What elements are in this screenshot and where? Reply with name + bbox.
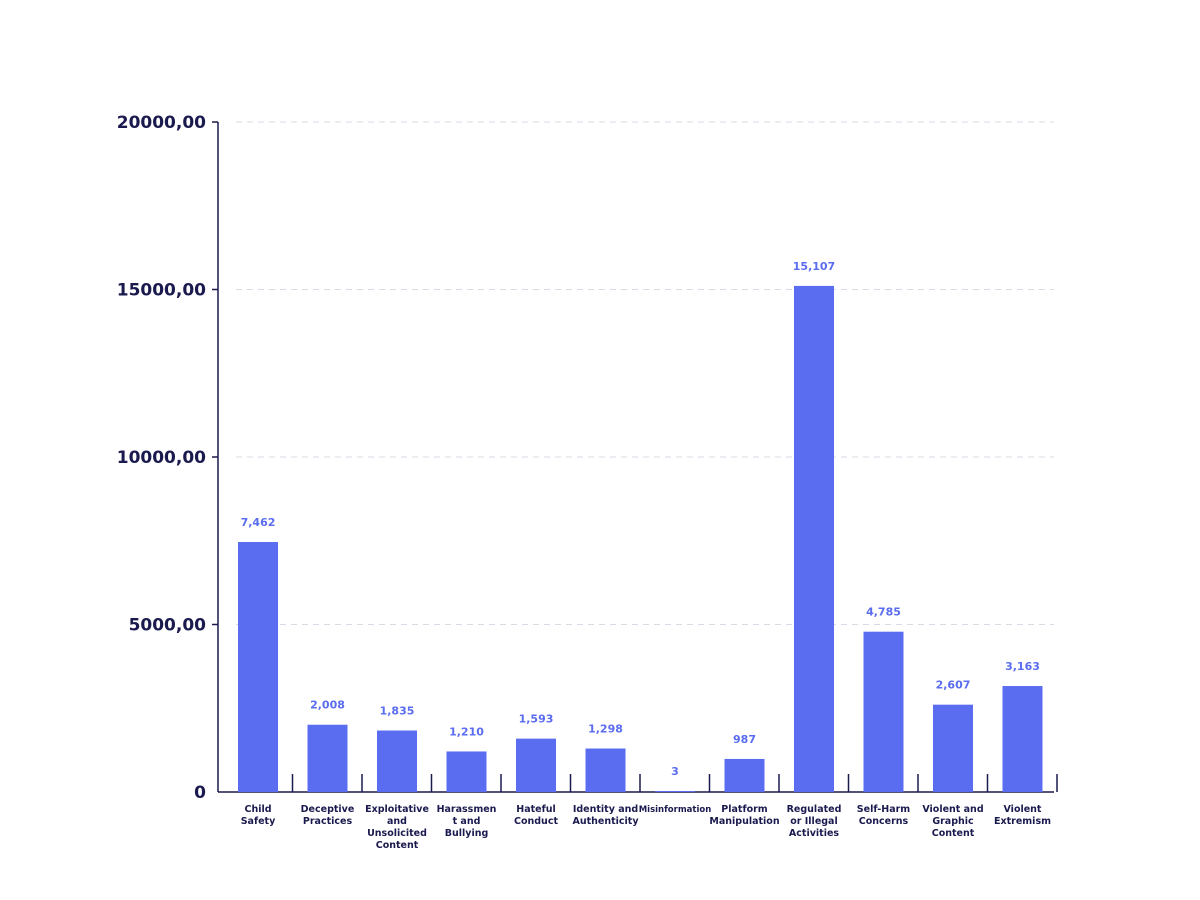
bar: [655, 791, 695, 792]
bar: [794, 285, 834, 792]
x-tick-label: Identity and Authenticity: [572, 804, 639, 827]
y-tick-label: 10000,00: [117, 448, 206, 468]
data-label: 7,462: [241, 516, 276, 529]
data-label: 3,163: [1005, 660, 1040, 673]
bar: [377, 730, 417, 792]
bar: [238, 542, 278, 792]
data-label: 2,607: [936, 679, 971, 692]
data-label: 3: [671, 765, 679, 778]
x-tick-label: Violent Extremism: [994, 804, 1051, 827]
data-label: 987: [733, 733, 756, 746]
x-tick-label: Harassmen t and Bullying: [437, 804, 497, 839]
data-label: 1,210: [449, 725, 484, 738]
bar: [307, 724, 348, 792]
x-tick-label: Self-Harm Concerns: [857, 804, 910, 827]
data-label: 4,785: [866, 606, 901, 619]
x-tick-label: Regulated or Illegal Activities: [787, 804, 842, 839]
y-tick-label: 0: [194, 783, 206, 803]
x-tick-label: Child Safety: [241, 804, 276, 827]
y-tick-label: 20000,00: [117, 113, 206, 133]
data-label: 1,593: [519, 713, 554, 726]
y-tick-label: 5000,00: [129, 616, 207, 636]
bar: [724, 758, 765, 792]
data-label: 2,008: [310, 699, 345, 712]
data-label: 1,298: [588, 723, 623, 736]
data-label: 1,835: [380, 705, 415, 718]
x-tick-label: Platform Manipulation: [709, 804, 779, 827]
bar: [933, 704, 973, 792]
data-label: 15,107: [793, 260, 835, 273]
bar: [516, 738, 556, 792]
x-tick-label: Exploitative and Unsolicited Content: [365, 804, 429, 851]
x-tick-label: Hateful Conduct: [514, 804, 558, 827]
bar: [1002, 686, 1043, 792]
y-tick-label: 15000,00: [117, 281, 206, 301]
bar: [446, 751, 487, 792]
x-tick-label: Misinformation: [639, 805, 712, 815]
bar: [585, 748, 626, 792]
bar: [863, 631, 904, 792]
x-tick-label: Violent and Graphic Content: [922, 804, 983, 839]
x-tick-label: Deceptive Practices: [301, 804, 355, 827]
